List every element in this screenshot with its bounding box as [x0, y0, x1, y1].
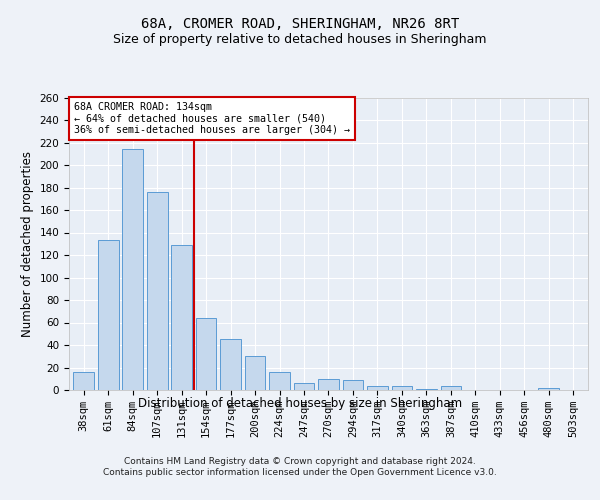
- Bar: [245, 356, 265, 390]
- Text: Distribution of detached houses by size in Sheringham: Distribution of detached houses by size …: [138, 398, 462, 410]
- Bar: [318, 379, 339, 390]
- Bar: [196, 318, 217, 390]
- Y-axis label: Number of detached properties: Number of detached properties: [21, 151, 34, 337]
- Bar: [392, 386, 412, 390]
- Bar: [171, 245, 192, 390]
- Bar: [147, 192, 167, 390]
- Bar: [367, 386, 388, 390]
- Bar: [293, 383, 314, 390]
- Text: 68A, CROMER ROAD, SHERINGHAM, NR26 8RT: 68A, CROMER ROAD, SHERINGHAM, NR26 8RT: [141, 18, 459, 32]
- Bar: [122, 150, 143, 390]
- Bar: [269, 372, 290, 390]
- Bar: [220, 340, 241, 390]
- Text: Contains HM Land Registry data © Crown copyright and database right 2024.
Contai: Contains HM Land Registry data © Crown c…: [103, 458, 497, 477]
- Text: 68A CROMER ROAD: 134sqm
← 64% of detached houses are smaller (540)
36% of semi-d: 68A CROMER ROAD: 134sqm ← 64% of detache…: [74, 102, 350, 135]
- Bar: [73, 372, 94, 390]
- Bar: [98, 240, 119, 390]
- Text: Size of property relative to detached houses in Sheringham: Size of property relative to detached ho…: [113, 32, 487, 46]
- Bar: [416, 389, 437, 390]
- Bar: [440, 386, 461, 390]
- Bar: [343, 380, 364, 390]
- Bar: [538, 388, 559, 390]
